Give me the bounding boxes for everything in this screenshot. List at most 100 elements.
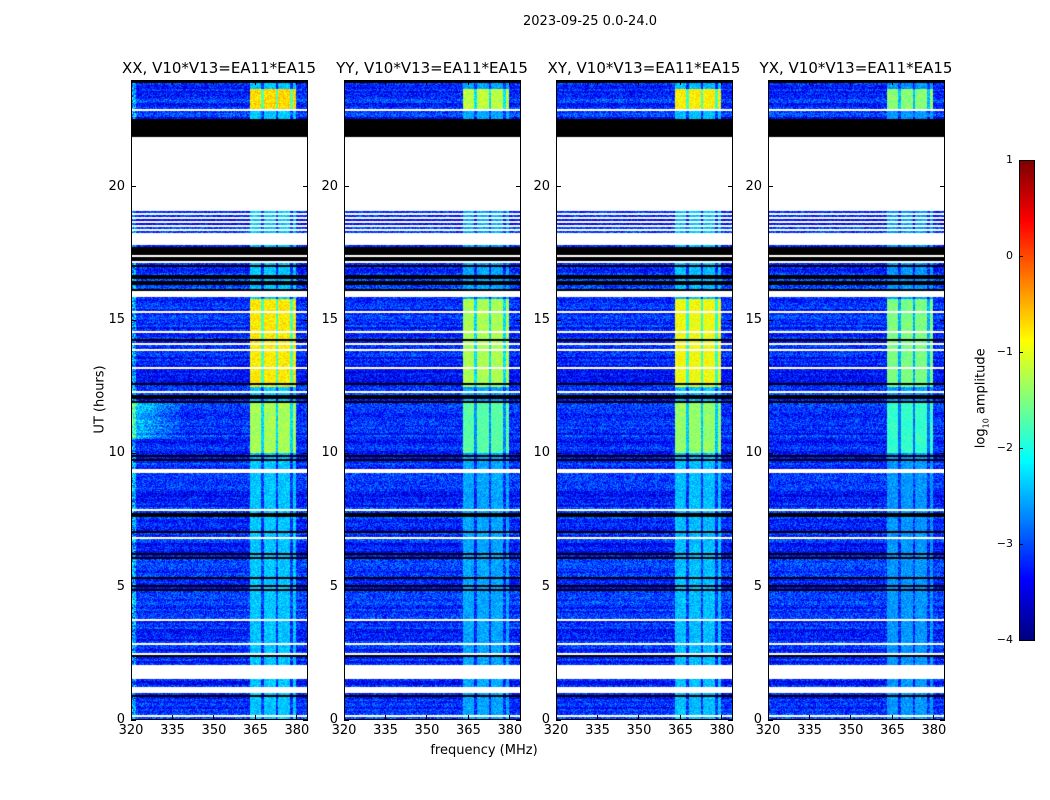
x-tick [130,715,132,720]
y-tick [344,719,349,721]
y-tick-label: 15 [108,312,125,327]
x-tick-label: 380 [709,723,735,738]
y-tick-label: 10 [321,445,338,461]
x-tick-label: 320 [331,723,357,738]
waterfall-panel [768,80,945,720]
x-tick-label: 320 [755,723,781,738]
y-tick [940,586,945,588]
x-tick [254,80,256,85]
colorbar-label-prefix: log [973,428,989,449]
colorbar-label-sub: 10 [981,418,991,429]
panel-title: XY, V10*V13=EA11*EA15 [547,59,741,77]
x-tick [891,715,893,720]
x-tick [679,715,681,720]
x-tick [891,80,893,85]
x-tick [213,715,215,720]
x-tick [467,715,469,720]
x-tick-label: 365 [880,723,905,738]
y-tick [131,319,136,321]
y-tick [131,586,136,588]
x-tick [850,80,852,85]
y-tick-label: 5 [541,578,550,594]
x-tick [343,80,345,85]
x-tick [933,715,935,720]
y-axis-label: UT (hours) [92,365,108,434]
y-tick [516,319,521,321]
x-tick [467,80,469,85]
y-tick [940,452,945,454]
x-tick [384,715,386,720]
y-tick-label: 5 [329,578,338,594]
x-tick [850,715,852,720]
colorbar-tick-label: −3 [996,537,1013,550]
x-tick [555,715,557,720]
y-tick-label: 10 [533,445,550,461]
x-tick [638,80,640,85]
x-tick [254,715,256,720]
y-tick [768,586,773,588]
x-tick [808,80,810,85]
panel-title: YY, V10*V13=EA11*EA15 [336,59,528,77]
colorbar-tick [1019,447,1023,449]
y-tick [516,186,521,188]
y-tick [940,319,945,321]
x-tick-label: 320 [543,723,569,738]
waterfall-heatmap [132,81,307,719]
x-tick [721,715,723,720]
x-tick [426,715,428,720]
waterfall-heatmap [345,81,520,719]
x-tick [509,80,511,85]
colorbar-gradient [1020,161,1034,640]
x-tick [296,715,298,720]
y-tick [728,452,733,454]
y-tick-label: 20 [745,178,762,194]
y-tick-label: 10 [108,445,125,461]
x-tick [384,80,386,85]
y-tick [768,186,773,188]
y-tick [768,319,773,321]
waterfall-heatmap [769,81,944,719]
x-tick-label: 380 [921,723,947,738]
y-tick [516,452,521,454]
x-tick [171,715,173,720]
colorbar-tick [1019,543,1023,545]
y-tick [516,586,521,588]
x-tick [426,80,428,85]
y-tick [556,319,561,321]
y-tick [556,586,561,588]
x-tick-label: 365 [456,723,481,738]
y-tick [728,586,733,588]
y-tick [131,719,136,721]
x-tick-label: 350 [201,723,227,738]
y-tick-label: 0 [541,712,550,727]
y-tick [344,319,349,321]
colorbar-label-suffix: amplitude [973,348,989,419]
colorbar-label: log10 amplitude [974,328,991,468]
y-tick [768,719,773,721]
y-tick [344,452,349,454]
y-tick-label: 5 [116,578,125,594]
x-tick [596,80,598,85]
colorbar-tick-label: 0 [1006,249,1013,262]
waterfall-panel [344,80,521,720]
x-tick-label: 320 [118,723,144,738]
x-tick-label: 335 [160,723,185,738]
colorbar-tick-label: −4 [996,633,1013,646]
panel-title: YX, V10*V13=EA11*EA15 [759,59,953,77]
x-tick [679,80,681,85]
colorbar-tick-label: 1 [1006,153,1013,166]
y-tick [728,319,733,321]
y-tick [303,319,308,321]
x-tick-label: 380 [497,723,523,738]
x-tick [171,80,173,85]
y-tick [131,186,136,188]
x-tick [638,715,640,720]
y-tick [940,186,945,188]
y-tick [556,719,561,721]
colorbar-tick [1019,255,1023,257]
x-tick-label: 365 [668,723,693,738]
y-tick [516,719,521,721]
waterfall-heatmap [557,81,732,719]
y-tick [303,452,308,454]
figure-title: 2023-09-25 0.0-24.0 [523,14,657,29]
